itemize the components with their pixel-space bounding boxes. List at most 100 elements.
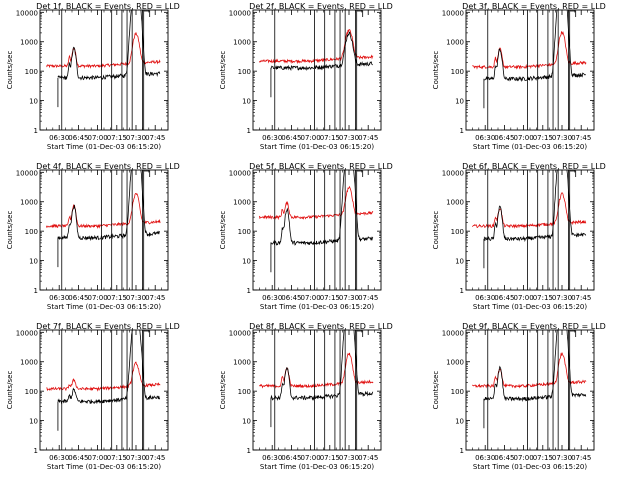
marker-bracket	[143, 330, 151, 337]
events-series-line	[483, 10, 586, 83]
y-tick-label: 10000	[442, 329, 464, 337]
y-tick-label: 10000	[229, 169, 251, 177]
x-tick-label: 06:30	[49, 134, 69, 142]
y-tick-label: 1	[247, 127, 251, 135]
marker-bracket	[356, 10, 364, 17]
x-tick-label: 07:15	[533, 134, 553, 142]
x-tick-label: 07:15	[320, 294, 340, 302]
plot-frame	[465, 9, 595, 131]
x-tick-label: 06:30	[475, 294, 495, 302]
y-tick-label: 10000	[229, 9, 251, 17]
y-axis-label: Counts/sec	[432, 371, 440, 410]
x-tick-label: 07:30	[126, 134, 146, 142]
lld-series-line	[472, 192, 587, 229]
y-tick-label: 1000	[20, 199, 38, 207]
y-tick-label: 10	[29, 418, 38, 426]
y-tick-label: 10000	[16, 329, 38, 337]
x-tick-label: 06:30	[49, 454, 69, 462]
marker-bracket	[356, 170, 364, 177]
plot-frame	[39, 9, 169, 131]
detector-panel-4: Det 4f, BLACK = Events, RED = LLD 1 10 100 1…	[6, 162, 180, 311]
lld-series-line	[46, 32, 161, 69]
y-tick-label: 10	[455, 258, 464, 266]
y-axis-label: Counts/sec	[6, 371, 14, 410]
lld-series-line	[259, 185, 374, 221]
panel-title: Det 9f, BLACK = Events, RED = LLD	[462, 322, 606, 331]
marker-bracket	[569, 170, 577, 177]
x-tick-label: 06:45	[281, 134, 301, 142]
x-tick-label: 07:45	[358, 454, 378, 462]
x-tick-label: 06:45	[68, 294, 88, 302]
y-tick-label: 100	[451, 228, 464, 236]
detector-panel-2: Det 2f, BLACK = Events, RED = LLD 1 10 100 1…	[219, 2, 393, 151]
events-series-line	[270, 330, 374, 401]
x-tick-label: 07:45	[358, 294, 378, 302]
y-tick-label: 1	[34, 127, 38, 135]
y-tick-label: 100	[25, 68, 38, 76]
marker-bracket	[569, 330, 577, 337]
x-axis-label: Start Time (01-Dec-03 06:15:20)	[473, 143, 587, 151]
x-tick-label: 07:15	[533, 294, 553, 302]
y-axis-label: Counts/sec	[6, 211, 14, 250]
x-axis-label: Start Time (01-Dec-03 06:15:20)	[260, 303, 374, 311]
x-tick-label: 07:30	[339, 134, 359, 142]
detector-panel-8: Det 8f, BLACK = Events, RED = LLD 1 10 100 1…	[219, 322, 393, 471]
y-tick-label: 1000	[20, 359, 38, 367]
y-tick-label: 10000	[442, 9, 464, 17]
y-tick-label: 1	[460, 287, 464, 295]
y-tick-label: 100	[25, 228, 38, 236]
plot-frame	[252, 329, 382, 451]
y-tick-label: 10000	[16, 9, 38, 17]
events-series-line	[483, 330, 587, 402]
plot-frame	[39, 169, 169, 291]
x-tick-label: 06:45	[68, 134, 88, 142]
y-tick-label: 1	[34, 447, 38, 455]
x-tick-label: 07:30	[339, 454, 359, 462]
y-tick-label: 10	[455, 98, 464, 106]
panel-title: Det 1f, BLACK = Events, RED = LLD	[36, 2, 180, 11]
panel-title: Det 2f, BLACK = Events, RED = LLD	[249, 2, 393, 11]
plot-frame	[252, 169, 382, 291]
x-axis-label: Start Time (01-Dec-03 06:15:20)	[473, 463, 587, 471]
events-series-line	[57, 330, 161, 405]
x-tick-label: 07:00	[514, 134, 534, 142]
x-tick-label: 06:45	[494, 134, 514, 142]
plot-frame	[465, 329, 595, 451]
panel-title: Det 7f, BLACK = Events, RED = LLD	[36, 322, 180, 331]
y-axis-label: Counts/sec	[6, 51, 14, 90]
detector-panel-1: Det 1f, BLACK = Events, RED = LLD 1 10 100 1…	[6, 2, 180, 151]
x-tick-label: 06:30	[262, 294, 282, 302]
x-tick-label: 07:00	[88, 294, 108, 302]
x-tick-label: 06:45	[494, 294, 514, 302]
x-tick-label: 07:45	[145, 294, 165, 302]
x-tick-label: 06:30	[49, 294, 69, 302]
y-axis-label: Counts/sec	[432, 51, 440, 90]
x-tick-label: 07:30	[126, 454, 146, 462]
y-axis-label: Counts/sec	[432, 211, 440, 250]
y-tick-label: 10	[29, 258, 38, 266]
y-tick-label: 1	[460, 127, 464, 135]
x-tick-label: 07:45	[571, 134, 591, 142]
x-tick-label: 07:45	[571, 454, 591, 462]
events-series-line	[57, 170, 161, 242]
x-tick-label: 06:30	[262, 454, 282, 462]
y-tick-label: 10	[29, 98, 38, 106]
events-series-line	[270, 170, 374, 246]
y-tick-label: 1	[34, 287, 38, 295]
y-tick-label: 1000	[446, 39, 464, 47]
x-tick-label: 07:30	[552, 134, 572, 142]
x-tick-label: 06:30	[475, 454, 495, 462]
marker-bracket	[143, 10, 151, 17]
y-tick-label: 1000	[446, 359, 464, 367]
x-tick-label: 07:30	[552, 294, 572, 302]
events-series-line	[483, 170, 587, 243]
x-tick-label: 07:30	[339, 294, 359, 302]
lld-series-line	[472, 30, 587, 70]
x-tick-label: 07:15	[533, 454, 553, 462]
y-axis-label: Counts/sec	[219, 211, 227, 250]
y-tick-label: 10	[242, 418, 251, 426]
detector-panel-7: Det 7f, BLACK = Events, RED = LLD 1 10 100 1…	[6, 322, 180, 471]
y-tick-label: 10	[242, 258, 251, 266]
lld-series-line	[46, 361, 161, 392]
